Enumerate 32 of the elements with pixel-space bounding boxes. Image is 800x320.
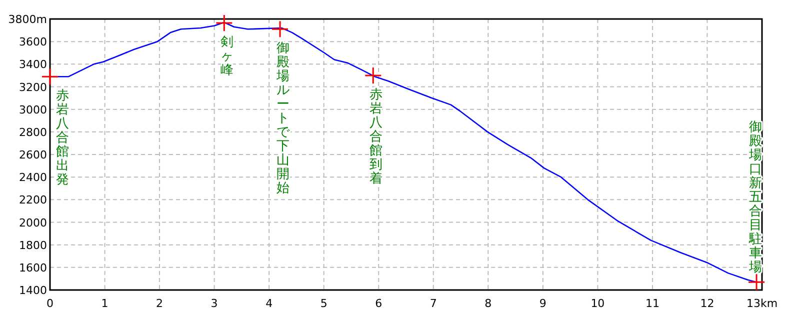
- x-tick-label: 13km: [746, 297, 778, 310]
- y-tick-label: 3400: [19, 58, 47, 72]
- y-tick-label: 1400: [19, 284, 47, 297]
- y-tick-label: 2800: [19, 126, 47, 139]
- x-tick-label: 5: [320, 297, 328, 310]
- x-tick-label: 6: [375, 297, 382, 310]
- y-tick-label: 1600: [19, 261, 47, 274]
- y-tick-label: 2400: [19, 171, 47, 184]
- annotation: 御殿場ルートで下山開始: [276, 41, 291, 196]
- x-tick-label: 2: [156, 297, 164, 310]
- x-tick-label: 0: [46, 297, 54, 310]
- y-tick-label: 2000: [19, 216, 47, 230]
- y-tick-label: 3600: [19, 36, 47, 49]
- annotation: 赤岩八合館出発: [56, 88, 70, 188]
- annotation: 御殿場口新五合目駐車場: [748, 120, 763, 276]
- x-tick-label: 1: [101, 297, 108, 310]
- x-tick-label: 4: [266, 297, 273, 310]
- x-tick-label: 8: [484, 297, 492, 310]
- y-tick-label: 2600: [19, 148, 47, 162]
- y-tick-label: 3000: [19, 103, 47, 116]
- y-tick-label: 3200: [19, 80, 47, 94]
- y-tick-label: 3800m: [8, 13, 47, 26]
- x-tick-label: 9: [539, 297, 546, 310]
- y-tick-label: 2200: [19, 194, 47, 207]
- x-tick-label: 7: [430, 297, 437, 310]
- x-tick-label: 3: [210, 297, 218, 310]
- annotation: 剣ヶ峰: [220, 34, 235, 78]
- x-tick-label: 11: [645, 297, 660, 310]
- x-tick-label: 10: [590, 297, 605, 310]
- annotation: 赤岩八合館到着: [370, 87, 384, 186]
- x-tick-label: 12: [700, 297, 714, 310]
- y-tick-label: 1800: [19, 238, 47, 252]
